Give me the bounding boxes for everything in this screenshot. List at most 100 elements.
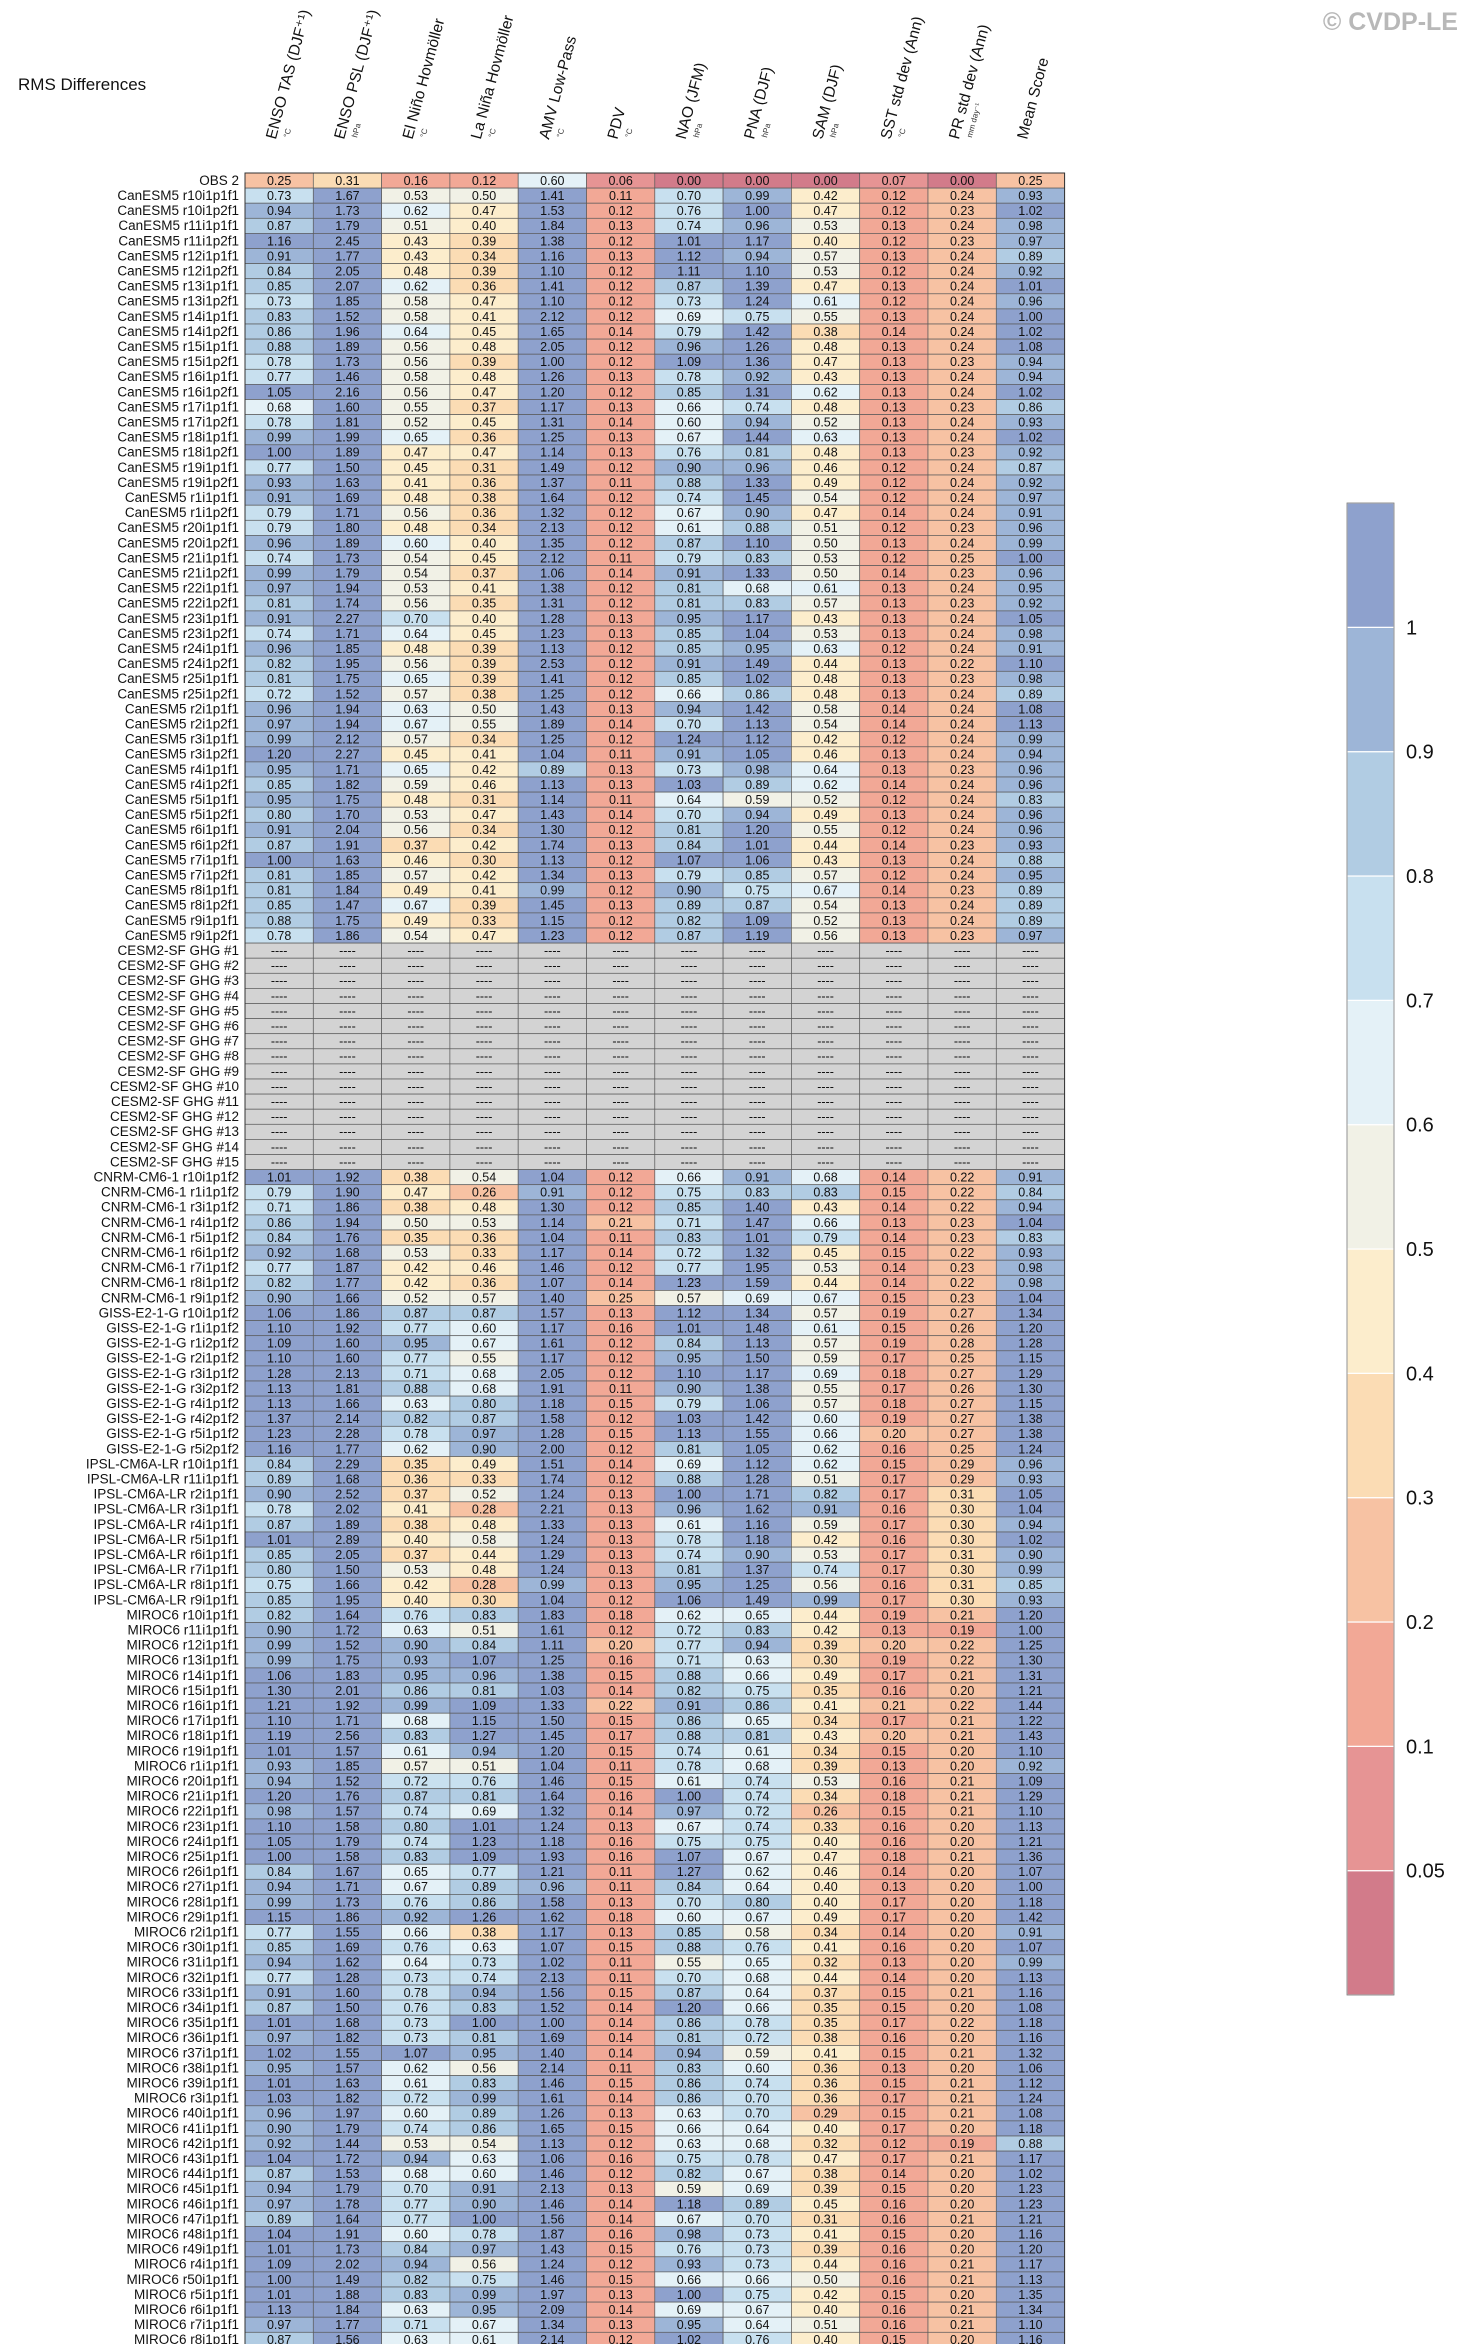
cell-value: 1.73 — [335, 204, 359, 218]
cell-value: 0.12 — [882, 823, 906, 837]
cell-value: ---- — [544, 989, 561, 1003]
cell-value: 0.99 — [540, 1578, 564, 1592]
cell-value: 1.63 — [335, 853, 359, 867]
cell-value: 0.83 — [745, 597, 769, 611]
cell-value: 1.20 — [540, 385, 564, 399]
cell-value: 0.75 — [745, 310, 769, 324]
cell-value: 0.53 — [404, 582, 428, 596]
cell-value: 0.67 — [472, 1337, 496, 1351]
cell-value: 1.24 — [745, 295, 769, 309]
cell-value: 0.61 — [404, 1744, 428, 1758]
row-label: MIROC6 r27i1p1f1 — [126, 1879, 239, 1894]
cell-value: 0.12 — [882, 491, 906, 505]
cell-value: ---- — [544, 959, 561, 973]
cell-value: 0.43 — [813, 1729, 837, 1743]
cell-value: 0.70 — [677, 189, 701, 203]
cell-value: 0.47 — [404, 446, 428, 460]
cell-value: 1.10 — [540, 265, 564, 279]
cell-value: 0.53 — [813, 265, 837, 279]
cell-value: 0.48 — [404, 642, 428, 656]
cell-value: 1.42 — [745, 702, 769, 716]
cell-value: 0.36 — [472, 1276, 496, 1290]
cell-value: 1.71 — [335, 1714, 359, 1728]
cell-value: 0.80 — [267, 808, 291, 822]
cell-value: 0.20 — [950, 1895, 974, 1909]
row-label: GISS-E2-1-G r3i2p1f2 — [106, 1381, 239, 1396]
cell-value: 0.65 — [745, 1714, 769, 1728]
cell-value: 1.62 — [745, 1503, 769, 1517]
cell-value: 1.07 — [472, 1654, 496, 1668]
cell-value: 1.75 — [335, 914, 359, 928]
cell-value: 0.40 — [404, 1533, 428, 1547]
cell-value: 0.28 — [950, 1337, 974, 1351]
cell-value: 1.68 — [335, 1246, 359, 1260]
cell-value: 0.69 — [472, 1805, 496, 1819]
cell-value: 0.44 — [813, 838, 837, 852]
cell-value: 0.66 — [404, 1926, 428, 1940]
cell-value: 0.60 — [472, 2167, 496, 2181]
cell-value: 1.50 — [335, 2001, 359, 2015]
cell-value: 0.94 — [267, 2182, 291, 2196]
cell-value: 0.95 — [677, 1578, 701, 1592]
cell-value: 1.79 — [335, 1835, 359, 1849]
cell-value: ---- — [749, 1065, 766, 1079]
cell-value: 0.55 — [472, 718, 496, 732]
cell-value: 0.12 — [882, 189, 906, 203]
cell-value: 1.60 — [335, 1986, 359, 2000]
cell-value: 1.01 — [472, 1820, 496, 1834]
cell-value: 0.94 — [267, 1775, 291, 1789]
cell-value: 0.65 — [745, 1608, 769, 1622]
cell-value: 1.42 — [745, 1412, 769, 1426]
cell-value: 0.36 — [404, 1473, 428, 1487]
cell-value: ---- — [407, 1080, 424, 1094]
cell-value: 0.26 — [950, 1382, 974, 1396]
cell-value: 0.47 — [472, 808, 496, 822]
cell-value: 1.58 — [335, 1850, 359, 1864]
cell-value: 0.49 — [472, 1457, 496, 1471]
cell-value: 0.19 — [882, 1654, 906, 1668]
cell-value: 1.05 — [267, 1835, 291, 1849]
cell-value: 0.34 — [813, 1926, 837, 1940]
cell-value: 1.14 — [540, 793, 564, 807]
cell-value: 0.22 — [950, 1639, 974, 1653]
cell-value: 1.28 — [1018, 1337, 1042, 1351]
cell-value: 0.73 — [472, 1956, 496, 1970]
cell-value: 0.12 — [608, 823, 632, 837]
row-label: GISS-E2-1-G r4i1p1f2 — [106, 1396, 239, 1411]
cell-value: 1.12 — [745, 733, 769, 747]
cell-value: 0.85 — [267, 899, 291, 913]
cell-value: 0.12 — [608, 1337, 632, 1351]
cell-value: ---- — [886, 1020, 903, 1034]
cell-value: 0.74 — [472, 1971, 496, 1985]
cell-value: 1.32 — [1018, 2046, 1042, 2060]
cell-value: 0.58 — [472, 1533, 496, 1547]
cell-value: 0.47 — [472, 385, 496, 399]
cell-value: 0.44 — [472, 1548, 496, 1562]
cell-value: 1.16 — [1018, 1986, 1042, 2000]
cell-value: 0.20 — [950, 1759, 974, 1773]
cell-value: 0.20 — [950, 2197, 974, 2211]
cell-value: 0.24 — [950, 612, 974, 626]
cell-value: 0.13 — [608, 1306, 632, 1320]
cell-value: 1.57 — [540, 1306, 564, 1320]
row-label: CanESM5 r14i1p2f1 — [117, 324, 239, 339]
cell-value: 0.48 — [813, 340, 837, 354]
cell-value: 0.24 — [950, 280, 974, 294]
cell-value: 0.83 — [472, 2001, 496, 2015]
cell-value: 1.97 — [540, 2288, 564, 2302]
cell-value: 1.30 — [267, 1684, 291, 1698]
cell-value: 1.34 — [540, 869, 564, 883]
cell-value: 0.94 — [745, 249, 769, 263]
cell-value: 2.09 — [540, 2303, 564, 2317]
cell-value: 1.49 — [540, 461, 564, 475]
cell-value: 0.66 — [677, 2122, 701, 2136]
cell-value: 1.52 — [335, 1639, 359, 1653]
cell-value: 1.48 — [745, 1322, 769, 1336]
cell-value: 0.22 — [950, 1246, 974, 1260]
cell-value: 0.25 — [267, 174, 291, 188]
cell-value: 0.86 — [404, 1684, 428, 1698]
cell-value: 0.55 — [813, 310, 837, 324]
cell-value: 1.19 — [267, 1729, 291, 1743]
cell-value: 0.85 — [745, 869, 769, 883]
cell-value: 0.35 — [404, 1457, 428, 1471]
